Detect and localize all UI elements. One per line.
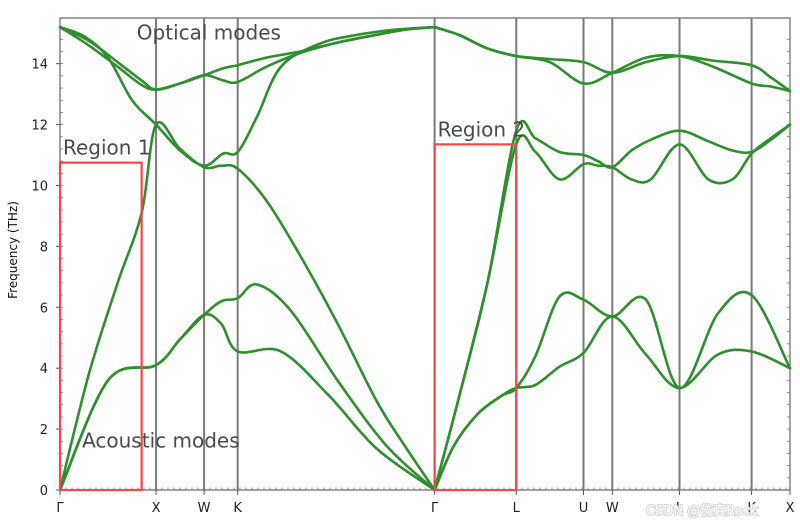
y-tick-label: 12 (31, 119, 48, 134)
acoustic-modes-label: Acoustic modes (82, 428, 240, 452)
x-tick-label: L (676, 501, 684, 516)
phonon-band-12 (433, 25, 792, 93)
x-tick-label: Γ (431, 501, 439, 516)
x-tick-label: U (579, 501, 589, 516)
phonon-band-6 (58, 25, 436, 91)
phonon-band-4 (58, 25, 436, 167)
phonon-band-10 (433, 119, 792, 492)
region-label-1: Region 1 (63, 136, 151, 160)
watermark-text: CSDN @仿真Rock (646, 504, 758, 519)
region-label-2: Region 2 (438, 117, 526, 141)
x-tick-label: K (233, 501, 242, 516)
optical-modes-label: Optical modes (137, 20, 281, 44)
phonon-band-3 (58, 120, 436, 492)
y-axis-title: Frequency (THz) (6, 201, 20, 299)
phonon-band-8 (433, 290, 792, 492)
x-tick-label: W (198, 501, 211, 516)
region-box-1 (58, 161, 143, 492)
y-tick-label: 0 (40, 484, 48, 499)
y-tick-label: 6 (40, 301, 48, 316)
x-tick-label: X (152, 501, 161, 516)
x-tick-label: L (513, 501, 521, 516)
y-tick-label: 10 (31, 179, 48, 194)
region-box-2 (433, 143, 518, 492)
x-tick-label: Γ (56, 501, 64, 516)
x-tick-label: W (606, 501, 619, 516)
y-tick-label: 2 (40, 423, 48, 438)
y-tick-label: 8 (40, 240, 48, 255)
x-tick-label: K (747, 501, 756, 516)
y-tick-label: 4 (40, 362, 48, 377)
x-tick-label: X (786, 501, 795, 516)
phonon-band-2 (58, 283, 436, 492)
y-tick-label: 14 (31, 58, 48, 73)
